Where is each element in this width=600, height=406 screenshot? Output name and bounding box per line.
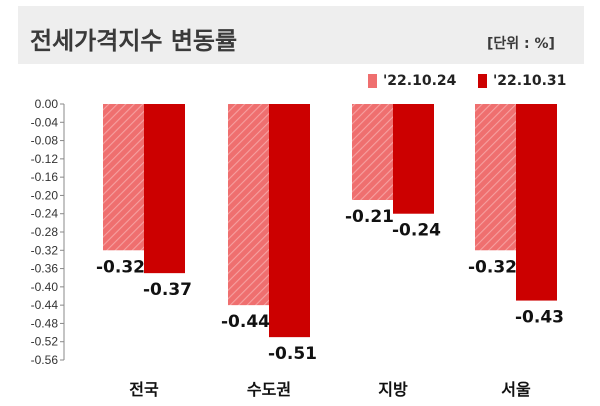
y-tick-label: -0.12: [31, 152, 59, 166]
bar-2-수도권: [269, 104, 310, 338]
legend-label-series-2: '22.10.31: [493, 73, 567, 89]
data-label: -0.37: [143, 280, 192, 300]
chart-title: 전세가격지수 변동률: [30, 27, 238, 55]
y-tick-label: -0.56: [31, 353, 59, 367]
y-tick-label: -0.32: [31, 243, 59, 257]
category-label: 전국: [129, 380, 159, 399]
bar-1-서울: [475, 104, 516, 251]
y-tick-label: -0.48: [31, 316, 59, 330]
y-tick-label: -0.24: [31, 207, 59, 221]
category-label: 수도권: [247, 380, 291, 399]
bar-1-지방: [352, 104, 393, 200]
y-tick-label: -0.08: [31, 134, 59, 148]
legend-swatch-series-2: [478, 74, 487, 88]
y-tick-label: -0.28: [31, 225, 59, 239]
data-label: -0.32: [468, 257, 517, 277]
data-label: -0.44: [221, 312, 270, 332]
y-tick-label: -0.20: [31, 188, 59, 202]
legend-item-series-2: '22.10.31: [478, 73, 566, 89]
legend-label-series-1: '22.10.24: [383, 73, 457, 89]
bar-2-지방: [393, 104, 434, 214]
y-tick-label: -0.40: [31, 280, 59, 294]
y-tick-label: 0.00: [35, 97, 59, 111]
title-band: [18, 6, 584, 64]
data-label: -0.32: [96, 257, 145, 277]
data-label: -0.51: [268, 344, 317, 364]
category-label: 지방: [378, 380, 408, 399]
bar-2-서울: [516, 104, 557, 301]
category-label: 서울: [501, 380, 531, 399]
legend-swatch-series-1: [368, 74, 377, 88]
y-tick-label: -0.16: [31, 170, 59, 184]
y-tick-label: -0.44: [31, 298, 59, 312]
bar-1-전국: [103, 104, 144, 251]
y-tick-label: -0.04: [31, 115, 59, 129]
bar-1-수도권: [228, 104, 269, 306]
legend-item-series-1: '22.10.24: [368, 73, 456, 89]
y-tick-label: -0.36: [31, 262, 59, 276]
y-tick-label: -0.52: [31, 335, 59, 349]
data-label: -0.21: [345, 207, 394, 227]
data-label: -0.24: [392, 221, 441, 241]
data-label: -0.43: [515, 308, 564, 328]
unit-label: [단위 : %]: [487, 36, 555, 52]
bar-2-전국: [144, 104, 185, 274]
